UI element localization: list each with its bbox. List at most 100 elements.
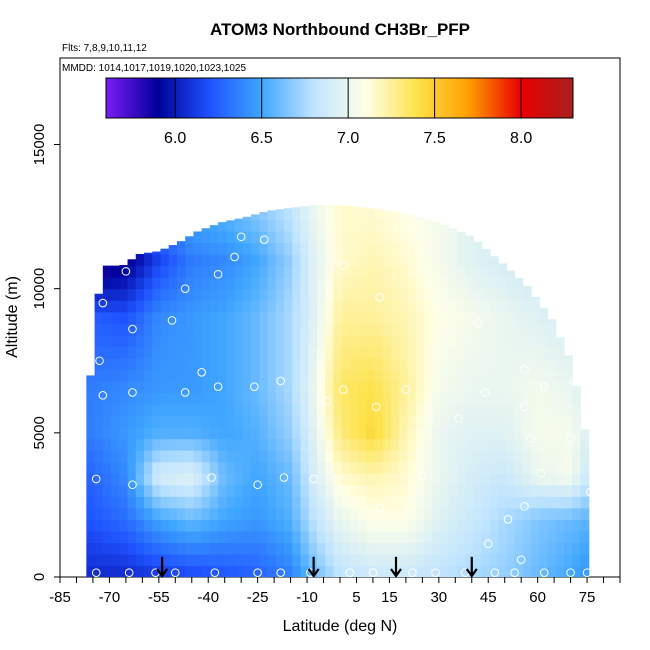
heatmap-cell [465,357,475,370]
heatmap-cell [201,542,211,555]
heatmap-cell [572,519,582,532]
heatmap-cell [168,438,178,451]
heatmap-cell [259,415,269,428]
heatmap-cell [448,496,458,509]
heatmap-cell [86,473,96,486]
heatmap-cell [193,473,203,486]
heatmap-cell [382,219,392,232]
heatmap-cell [316,438,326,451]
colorbar-frame [105,77,574,119]
heatmap-cell [135,277,145,290]
heatmap-cell [547,553,557,567]
heatmap-cell [316,334,326,347]
heatmap-cell [349,427,359,440]
x-tick-label: 5 [352,589,360,606]
heatmap-cell [498,323,507,336]
x-tick-label: -55 [148,589,170,606]
heatmap-cell [284,265,293,278]
heatmap-cell [382,242,392,255]
heatmap-cell [473,530,483,543]
heatmap-cell [374,519,384,532]
heatmap-cell [102,496,112,509]
heatmap-cell [209,311,219,324]
heatmap-cell [415,231,425,244]
heatmap-cell [440,404,450,417]
heatmap-cell [284,357,293,370]
heatmap-cell [473,277,483,290]
heatmap-cell [267,210,277,221]
heatmap-cell [399,277,409,290]
heatmap-cell [300,438,310,451]
heatmap-cell [432,404,442,417]
heatmap-cell [94,496,104,509]
heatmap-cell [325,530,335,543]
heatmap-cell [325,346,335,359]
heatmap-cell [218,553,227,567]
heatmap-cell [259,473,269,486]
heatmap-cell [514,438,524,451]
heatmap-cell [399,565,409,577]
heatmap-cell [144,496,153,509]
heatmap-cell [440,288,450,301]
heatmap-cell [193,415,203,428]
heatmap-cell [300,300,310,313]
heatmap-cell [465,438,475,451]
heatmap-cell [349,392,359,405]
heatmap-cell [152,496,162,509]
heatmap-cell [424,427,433,440]
heatmap-cell [251,300,260,313]
heatmap-cell [111,427,120,440]
heatmap-cell [448,519,458,532]
y-tick-label: 5000 [31,416,48,449]
heatmap-cell [531,392,540,405]
heatmap-cell [424,438,433,451]
heatmap-cell [111,542,120,555]
heatmap-cell [127,461,137,474]
heatmap-cell [407,219,417,232]
heatmap-cell [374,461,384,474]
heatmap-cell [168,507,178,520]
heatmap-cell [292,357,302,370]
heatmap-cell [144,311,153,324]
heatmap-cell [572,450,582,463]
heatmap-cell [399,404,409,417]
heatmap-cell [358,530,367,543]
heatmap-cell [267,265,277,278]
heatmap-cell [489,496,499,509]
heatmap-cell [284,565,293,577]
heatmap-cell [424,219,433,232]
sample-point [454,414,463,423]
heatmap-cell [316,288,326,301]
sample-point [338,261,348,270]
heatmap-cell [366,208,376,221]
heatmap-cell [374,265,384,278]
heatmap-cell [473,519,483,532]
heatmap-cell [465,496,475,509]
heatmap-cell [539,450,549,463]
heatmap-cell [259,380,269,394]
heatmap-cell [473,553,483,567]
heatmap-cell [531,553,540,567]
heatmap-cell [489,519,499,532]
heatmap-cell [473,242,483,255]
heatmap-cell [522,461,532,474]
heatmap-cell [168,565,178,577]
heatmap-cell [135,404,145,417]
chart-title: ATOM3 Northbound CH3Br_PFP [210,20,470,39]
heatmap-cell [308,265,318,278]
heatmap-cell [300,496,310,509]
heatmap-cell [341,507,351,520]
heatmap-cell [366,231,376,244]
heatmap-cell [168,288,178,301]
heatmap-cell [234,300,244,313]
heatmap-cell [473,404,483,417]
heatmap-cell [382,542,392,555]
heatmap-cell [514,484,524,497]
heatmap-cell [234,357,244,370]
heatmap-cell [127,259,137,267]
heatmap-cell [382,357,392,370]
heatmap-cell [531,473,540,486]
heatmap-cell [226,357,236,370]
heatmap-cell [234,438,244,451]
heatmap-cell [514,415,524,428]
